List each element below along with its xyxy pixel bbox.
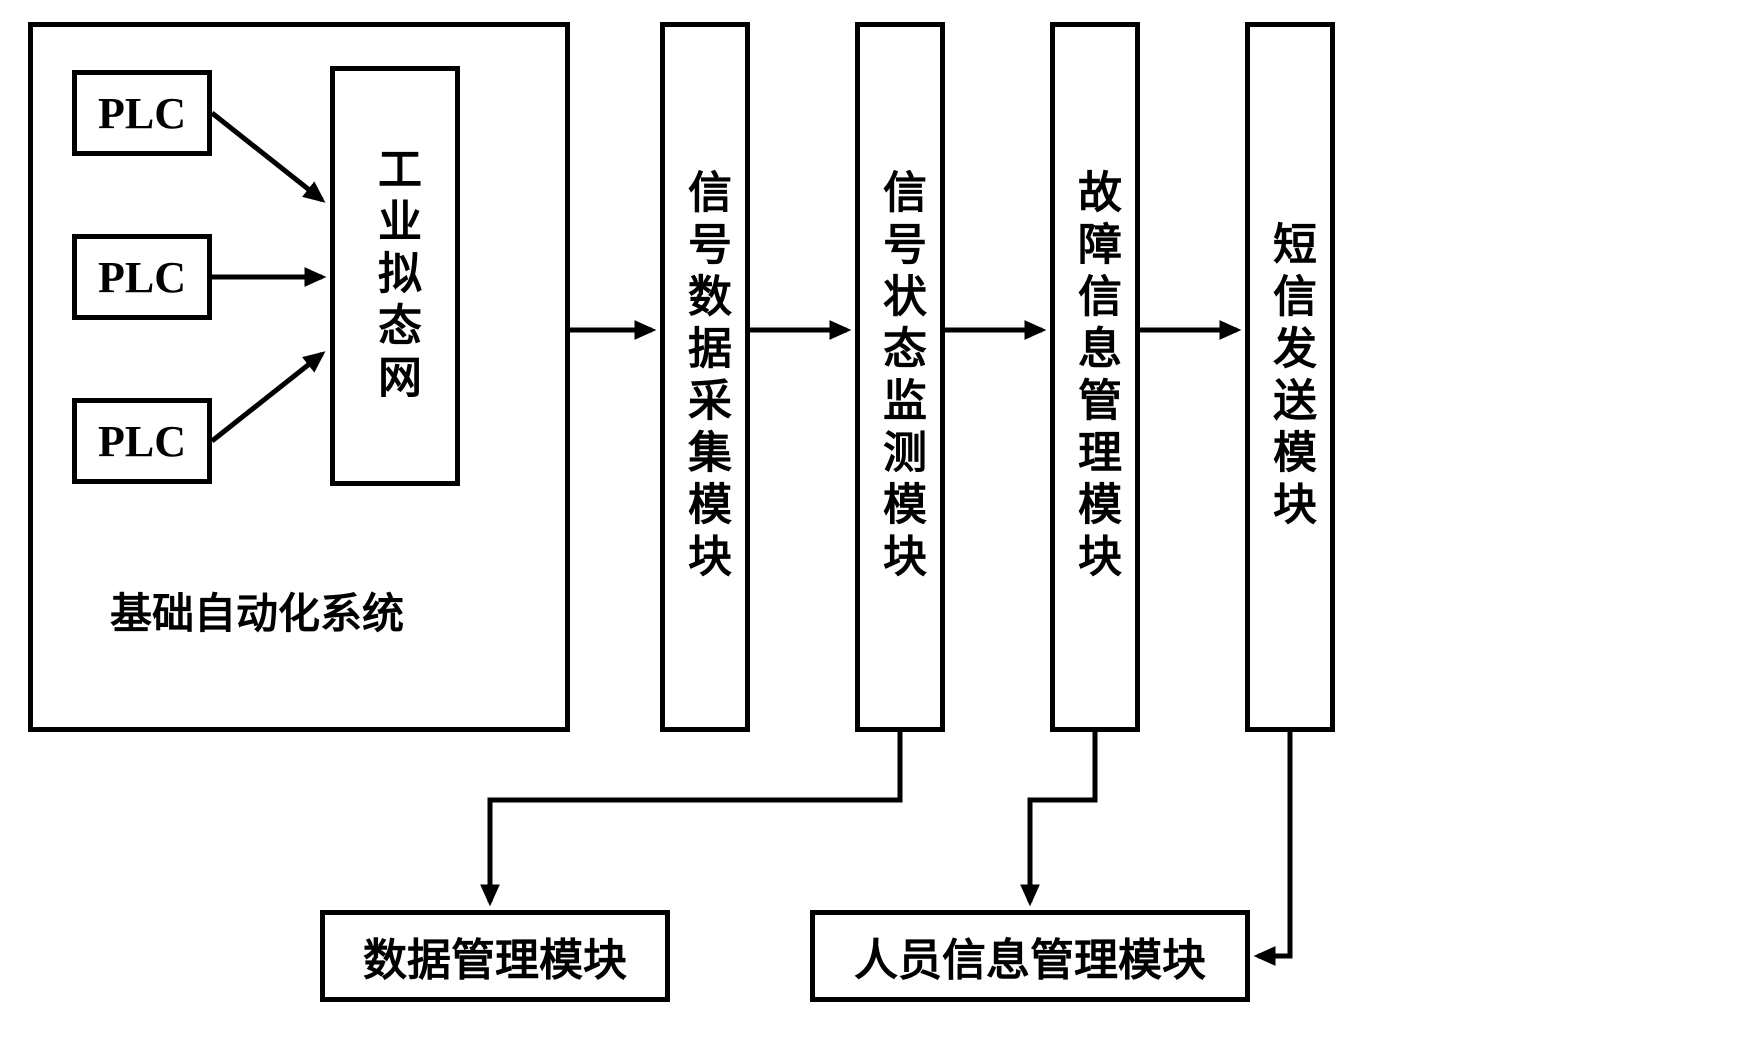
sms-send-label: 短信发送模块 [1258,221,1322,533]
staff-info-module-box: 人员信息管理模块 [810,910,1250,1002]
signal-acquisition-module-box: 信号数据采集模块 [660,22,750,732]
plc-label-2: PLC [98,252,186,303]
industrial-net-label: 工业拟态网 [363,146,427,406]
plc-box-1: PLC [72,70,212,156]
plc-box-2: PLC [72,234,212,320]
fault-info-module-box: 故障信息管理模块 [1050,22,1140,732]
data-management-label: 数据管理模块 [363,924,627,988]
industrial-net-box: 工业拟态网 [330,66,460,486]
outer-system-caption: 基础自动化系统 [110,580,404,641]
staff-info-label: 人员信息管理模块 [854,924,1206,988]
fault-info-label: 故障信息管理模块 [1063,169,1127,585]
signal-acquisition-label: 信号数据采集模块 [673,169,737,585]
sms-send-module-box: 短信发送模块 [1245,22,1335,732]
plc-label-3: PLC [98,416,186,467]
signal-monitor-label: 信号状态监测模块 [868,169,932,585]
plc-label-1: PLC [98,88,186,139]
data-management-module-box: 数据管理模块 [320,910,670,1002]
signal-monitor-module-box: 信号状态监测模块 [855,22,945,732]
plc-box-3: PLC [72,398,212,484]
